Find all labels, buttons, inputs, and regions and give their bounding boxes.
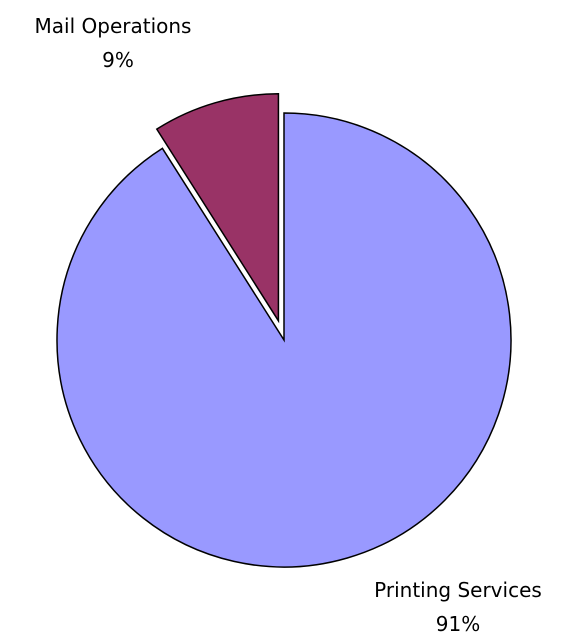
pie-slices (57, 94, 511, 567)
pie-slice-printing-services (57, 113, 511, 567)
slice-value-mail-operations: 9% (102, 48, 134, 72)
slice-value-printing-services: 91% (436, 612, 480, 636)
slice-label-printing-services: Printing Services (374, 578, 542, 602)
slice-label-mail-operations: Mail Operations (35, 14, 192, 38)
